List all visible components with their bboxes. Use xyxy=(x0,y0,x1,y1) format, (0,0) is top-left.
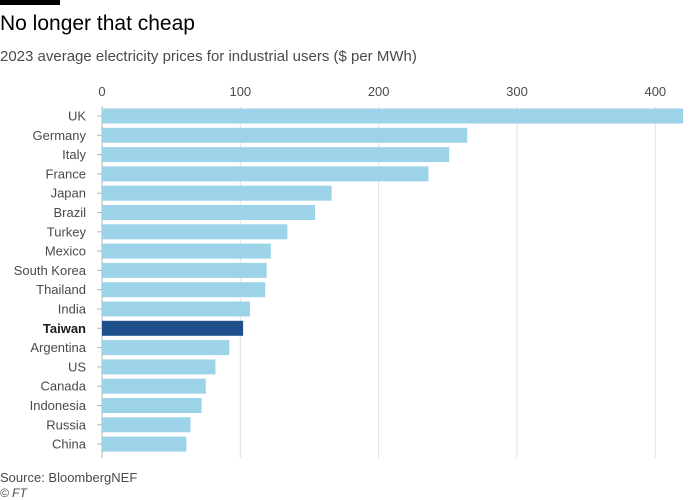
bar-italy xyxy=(102,147,450,163)
bar-taiwan xyxy=(102,320,244,336)
bar-indonesia xyxy=(102,398,202,413)
bar-south-korea xyxy=(102,262,267,278)
bar-us xyxy=(102,359,216,375)
bars xyxy=(102,108,683,452)
bar-brazil xyxy=(102,205,316,220)
x-tick-label-400: 400 xyxy=(644,84,666,99)
bar-india xyxy=(102,301,251,317)
x-tick-label-200: 200 xyxy=(368,84,390,99)
bar-canada xyxy=(102,378,206,394)
category-label-south-korea: South Korea xyxy=(14,263,87,278)
category-label-uk: UK xyxy=(68,109,86,124)
category-label-italy: Italy xyxy=(62,147,86,162)
category-label-us: US xyxy=(68,359,86,374)
category-label-canada: Canada xyxy=(40,379,86,394)
category-label-mexico: Mexico xyxy=(45,244,86,259)
category-label-taiwan: Taiwan xyxy=(43,321,86,336)
category-label-china: China xyxy=(52,437,87,452)
bar-russia xyxy=(102,417,191,433)
bar-thailand xyxy=(102,282,266,298)
category-label-germany: Germany xyxy=(33,128,87,143)
x-tick-label-100: 100 xyxy=(229,84,251,99)
bar-japan xyxy=(102,185,332,201)
bar-germany xyxy=(102,127,468,143)
bar-turkey xyxy=(102,224,288,240)
chart-subtitle: 2023 average electricity prices for indu… xyxy=(0,48,417,65)
category-label-japan: Japan xyxy=(51,186,86,201)
bar-china xyxy=(102,436,187,452)
category-label-russia: Russia xyxy=(46,417,87,432)
bar-france xyxy=(102,166,429,182)
category-label-india: India xyxy=(58,302,87,317)
ft-credit: © FT xyxy=(0,486,27,500)
category-label-argentina: Argentina xyxy=(30,340,86,355)
chart-title: No longer that cheap xyxy=(0,12,195,35)
category-labels: UK Germany Italy France Japan Brazil Turkey Mex… xyxy=(14,109,102,452)
x-axis-tick-labels: 0 100 200 300 400 xyxy=(98,84,666,99)
bar-argentina xyxy=(102,340,230,356)
bar-uk xyxy=(102,108,683,124)
category-label-brazil: Brazil xyxy=(53,205,86,220)
category-label-indonesia: Indonesia xyxy=(30,398,87,413)
x-tick-label-300: 300 xyxy=(506,84,528,99)
category-label-thailand: Thailand xyxy=(36,282,86,297)
category-label-france: France xyxy=(46,166,86,181)
category-label-turkey: Turkey xyxy=(47,224,87,239)
bar-chart: 0 100 200 300 400 UK Germany Italy France Japan B… xyxy=(14,84,683,458)
bar-mexico xyxy=(102,243,271,259)
source-note: Source: BloombergNEF xyxy=(0,470,138,485)
x-tick-label-0: 0 xyxy=(98,84,105,99)
header-accent-bar xyxy=(0,0,60,5)
